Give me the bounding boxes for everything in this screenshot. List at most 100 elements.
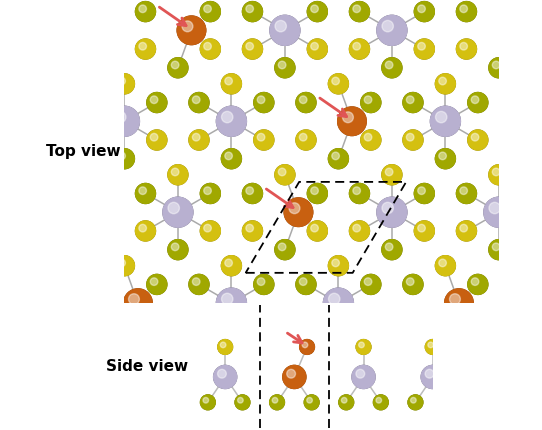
Circle shape <box>338 107 366 135</box>
Circle shape <box>168 58 188 78</box>
Circle shape <box>109 106 139 136</box>
Circle shape <box>350 221 370 241</box>
Circle shape <box>242 221 262 241</box>
Circle shape <box>136 2 156 22</box>
Circle shape <box>147 274 167 295</box>
Circle shape <box>307 2 327 22</box>
Circle shape <box>278 168 286 176</box>
Circle shape <box>225 334 233 341</box>
Circle shape <box>139 5 146 12</box>
Circle shape <box>97 187 105 194</box>
Circle shape <box>93 184 113 203</box>
Circle shape <box>93 221 113 241</box>
Circle shape <box>332 259 339 267</box>
Circle shape <box>82 312 102 332</box>
Circle shape <box>275 240 295 260</box>
Circle shape <box>343 112 353 123</box>
Circle shape <box>136 39 156 59</box>
Circle shape <box>283 366 306 388</box>
Circle shape <box>489 240 509 260</box>
Circle shape <box>406 315 414 323</box>
Circle shape <box>361 274 381 295</box>
Circle shape <box>278 61 286 69</box>
Circle shape <box>296 92 316 113</box>
Circle shape <box>403 130 423 150</box>
Circle shape <box>385 243 393 251</box>
Circle shape <box>216 288 247 318</box>
Circle shape <box>222 331 241 350</box>
Circle shape <box>418 187 425 194</box>
Circle shape <box>192 278 200 286</box>
Circle shape <box>287 369 295 378</box>
Circle shape <box>456 221 476 241</box>
Circle shape <box>353 43 360 50</box>
Circle shape <box>296 274 316 295</box>
Circle shape <box>93 39 113 59</box>
Circle shape <box>456 39 476 59</box>
Circle shape <box>254 92 274 113</box>
Circle shape <box>403 312 423 332</box>
Circle shape <box>356 340 371 354</box>
Circle shape <box>257 278 265 286</box>
Circle shape <box>339 395 353 410</box>
Circle shape <box>254 130 274 150</box>
Circle shape <box>406 96 414 104</box>
Circle shape <box>168 240 188 260</box>
Circle shape <box>377 197 407 227</box>
Circle shape <box>435 74 455 94</box>
Circle shape <box>114 256 134 276</box>
Circle shape <box>428 342 434 348</box>
Circle shape <box>136 221 156 241</box>
Circle shape <box>364 278 372 286</box>
Circle shape <box>192 315 200 323</box>
Circle shape <box>484 197 514 227</box>
Circle shape <box>150 278 158 286</box>
Circle shape <box>257 96 265 104</box>
Circle shape <box>192 133 200 141</box>
Circle shape <box>338 107 366 135</box>
Circle shape <box>299 133 307 141</box>
Circle shape <box>328 293 340 304</box>
Circle shape <box>275 58 295 78</box>
Circle shape <box>332 152 339 160</box>
Circle shape <box>189 130 209 150</box>
Circle shape <box>270 15 300 45</box>
Circle shape <box>204 43 211 50</box>
Circle shape <box>361 130 381 150</box>
Text: Top view: Top view <box>46 144 121 159</box>
Circle shape <box>468 130 488 150</box>
Circle shape <box>352 366 375 388</box>
Circle shape <box>189 312 209 332</box>
Circle shape <box>353 187 360 194</box>
Circle shape <box>300 340 314 354</box>
Circle shape <box>296 130 316 150</box>
Circle shape <box>382 58 402 78</box>
Circle shape <box>147 312 167 332</box>
Circle shape <box>169 397 174 403</box>
Circle shape <box>189 274 209 295</box>
Circle shape <box>289 203 300 214</box>
Circle shape <box>436 111 447 123</box>
Circle shape <box>270 395 285 410</box>
Circle shape <box>242 184 262 203</box>
Circle shape <box>222 111 233 123</box>
Circle shape <box>328 331 349 350</box>
Circle shape <box>284 198 313 227</box>
Circle shape <box>136 2 156 22</box>
Circle shape <box>492 168 500 176</box>
Circle shape <box>307 39 327 59</box>
Circle shape <box>222 256 241 276</box>
Circle shape <box>86 96 93 104</box>
Circle shape <box>302 342 308 348</box>
Circle shape <box>216 106 247 136</box>
Circle shape <box>456 2 476 22</box>
Circle shape <box>328 149 349 169</box>
Circle shape <box>468 92 488 113</box>
Circle shape <box>307 2 327 22</box>
Circle shape <box>275 165 295 185</box>
Circle shape <box>270 15 300 45</box>
Circle shape <box>242 2 262 22</box>
Circle shape <box>296 92 316 113</box>
Circle shape <box>109 106 139 136</box>
Circle shape <box>82 274 102 295</box>
